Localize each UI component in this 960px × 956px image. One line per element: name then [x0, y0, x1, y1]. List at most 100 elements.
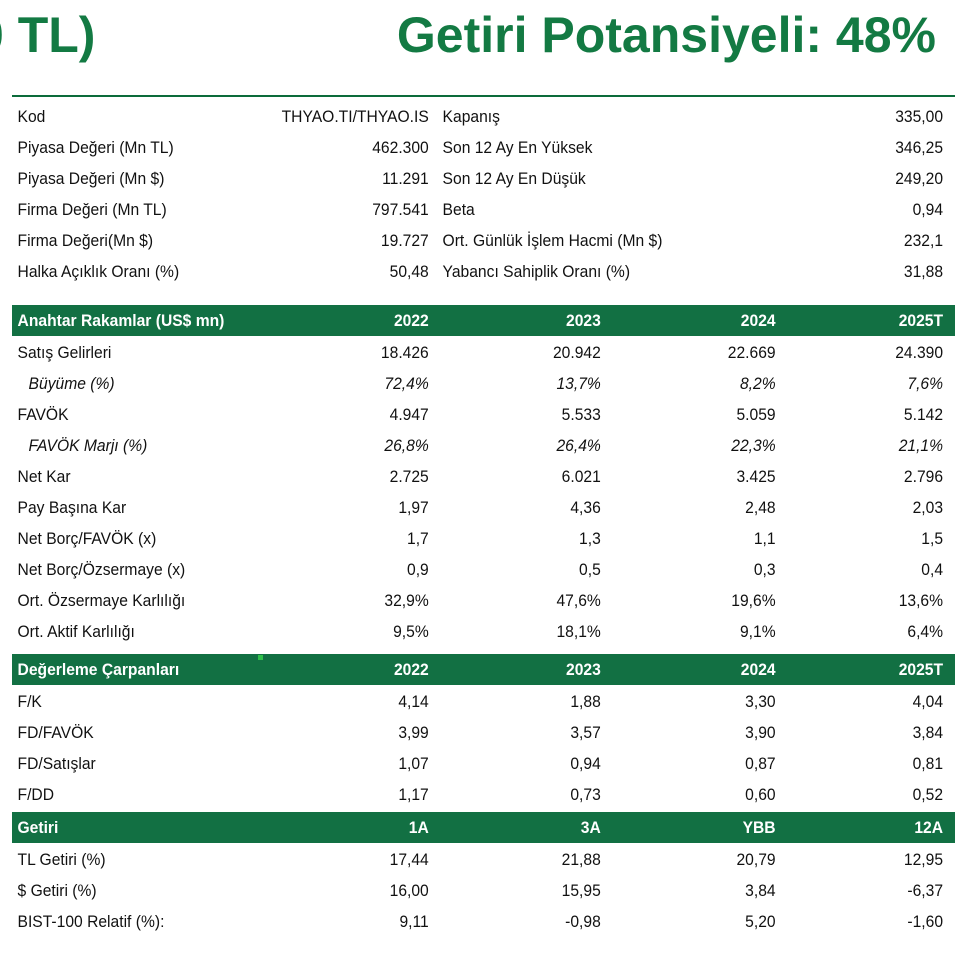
row-label: Net Borç/Özsermaye (x): [17, 560, 186, 579]
cell-value: 6.021: [561, 467, 601, 486]
cell-value: 0,81: [912, 754, 944, 773]
row-label: Ort. Özsermaye Karlılığı: [17, 591, 186, 610]
info-label: Kod: [17, 107, 46, 126]
cell-value: 6,4%: [907, 622, 944, 641]
info-value: 462.300: [372, 138, 429, 157]
table-row: Ort. Aktif Karlılığı 9,5% 18,1% 9,1% 6,4%: [12, 616, 955, 647]
section-title: Getiri: [17, 818, 59, 837]
cell-value: 1,17: [398, 785, 429, 804]
cell-value: 24.390: [895, 343, 944, 362]
row-label: Ort. Aktif Karlılığı: [17, 622, 135, 641]
cell-value: 2.725: [389, 467, 429, 486]
cell-value: 20.942: [552, 343, 601, 362]
table-row: $ Getiri (%) 16,00 15,95 3,84 -6,37: [12, 875, 955, 906]
top-divider: [12, 95, 955, 97]
valuation-multiples-header: Değerleme Çarpanları 2022 2023 2024 2025T: [12, 654, 955, 685]
section-title: Anahtar Rakamlar (US$ mn): [17, 311, 225, 330]
info-value: 346,25: [895, 138, 944, 157]
column-header: 12A: [914, 818, 944, 837]
column-header: 2023: [565, 311, 601, 330]
cell-value: 3,57: [570, 723, 601, 742]
cell-value: 0,5: [579, 560, 601, 579]
cell-value: 3,84: [912, 723, 944, 742]
cell-value: 13,7%: [556, 374, 601, 393]
column-header: 2022: [393, 660, 429, 679]
info-label: Son 12 Ay En Yüksek: [442, 138, 593, 157]
cell-value: 21,1%: [898, 436, 944, 455]
cell-value: 7,6%: [907, 374, 944, 393]
column-header: 2025T: [898, 311, 944, 330]
cell-value: 26,4%: [556, 436, 601, 455]
row-label: TL Getiri (%): [17, 850, 106, 869]
row-label: Büyüme (%): [28, 374, 115, 393]
table-row: Ort. Özsermaye Karlılığı 32,9% 47,6% 19,6% 1…: [12, 585, 955, 616]
cell-value: 9,5%: [393, 622, 429, 641]
cell-value: 3,90: [745, 723, 776, 742]
cell-value: 0,87: [745, 754, 776, 773]
row-label: FD/FAVÖK: [17, 723, 94, 742]
cell-value: 1,7: [407, 529, 429, 548]
cell-value: 47,6%: [556, 591, 601, 610]
cell-value: 4,36: [570, 498, 601, 517]
key-figures-header: Anahtar Rakamlar (US$ mn) 2022 2023 2024 202…: [12, 305, 955, 336]
table-row: FD/Satışlar 1,07 0,94 0,87 0,81: [12, 748, 955, 779]
row-label: $ Getiri (%): [17, 881, 97, 900]
cell-value: 9,11: [399, 912, 429, 931]
cell-value: 4,14: [398, 692, 429, 711]
info-label: Son 12 Ay En Düşük: [442, 169, 586, 188]
section-title: Değerleme Çarpanları: [17, 660, 180, 679]
cell-value: 12,95: [903, 850, 944, 869]
cell-value: 1,07: [398, 754, 429, 773]
marker-dot: [258, 655, 263, 660]
info-label: Beta: [442, 200, 475, 219]
table-row: Net Kar 2.725 6.021 3.425 2.796: [12, 461, 955, 492]
cell-value: 1,1: [753, 529, 776, 548]
info-row: Piyasa Değeri (Mn $) 11.291 Son 12 Ay En D…: [12, 163, 955, 194]
info-label: Ort. Günlük İşlem Hacmi (Mn $): [442, 231, 663, 250]
cell-value: 1,97: [398, 498, 429, 517]
info-label: Firma Değeri (Mn TL): [17, 200, 167, 219]
cell-value: 2,03: [912, 498, 944, 517]
header-left-fragment: 0 TL): [0, 7, 96, 63]
cell-value: 3.425: [736, 467, 776, 486]
cell-value: 5.533: [561, 405, 601, 424]
cell-value: 13,6%: [898, 591, 944, 610]
cell-value: 18,1%: [556, 622, 601, 641]
info-label: Piyasa Değeri (Mn $): [17, 169, 165, 188]
row-label: FD/Satışlar: [17, 754, 96, 773]
row-label: Net Borç/FAVÖK (x): [17, 529, 157, 548]
column-header: YBB: [742, 818, 776, 837]
row-label: Pay Başına Kar: [17, 498, 127, 517]
table-row: Net Borç/FAVÖK (x) 1,7 1,3 1,1 1,5: [12, 523, 955, 554]
column-header: 3A: [580, 818, 601, 837]
table-row: TL Getiri (%) 17,44 21,88 20,79 12,95: [12, 844, 955, 875]
cell-value: 22.669: [727, 343, 776, 362]
cell-value: 5,20: [745, 912, 776, 931]
return-potential-title: Getiri Potansiyeli: 48%: [396, 7, 936, 63]
cell-value: -0,98: [565, 912, 601, 931]
cell-value: 3,30: [745, 692, 776, 711]
table-row: F/K 4,14 1,88 3,30 4,04: [12, 686, 955, 717]
column-header: 1A: [408, 818, 429, 837]
key-figures-table: Satış Gelirleri 18.426 20.942 22.669 24.390 …: [12, 337, 955, 647]
column-header: 2022: [393, 311, 429, 330]
info-value: 797.541: [372, 200, 429, 219]
table-row: FD/FAVÖK 3,99 3,57 3,90 3,84: [12, 717, 955, 748]
cell-value: 0,60: [745, 785, 776, 804]
info-label: Yabancı Sahiplik Oranı (%): [442, 262, 631, 281]
info-value: THYAO.TI/THYAO.IS: [281, 107, 429, 126]
cell-value: 0,94: [570, 754, 601, 773]
cell-value: 3,84: [745, 881, 776, 900]
info-row: Halka Açıklık Oranı (%) 50,48 Yabancı Sahi…: [12, 256, 955, 287]
cell-value: 18.426: [380, 343, 429, 362]
row-label: F/K: [17, 692, 42, 711]
table-row: BIST-100 Relatif (%): 9,11 -0,98 5,20 -1,60: [12, 906, 955, 937]
valuation-multiples-table: F/K 4,14 1,88 3,30 4,04 FD/FAVÖK 3,99 3,57 3,90 3…: [12, 686, 955, 810]
info-label: Firma Değeri(Mn $): [17, 231, 154, 250]
row-label: F/DD: [17, 785, 55, 804]
table-row: Pay Başına Kar 1,97 4,36 2,48 2,03: [12, 492, 955, 523]
returns-table: TL Getiri (%) 17,44 21,88 20,79 12,95 $ Getir…: [12, 844, 955, 937]
column-header: 2024: [740, 311, 776, 330]
info-value: 249,20: [895, 169, 944, 188]
cell-value: 72,4%: [384, 374, 429, 393]
